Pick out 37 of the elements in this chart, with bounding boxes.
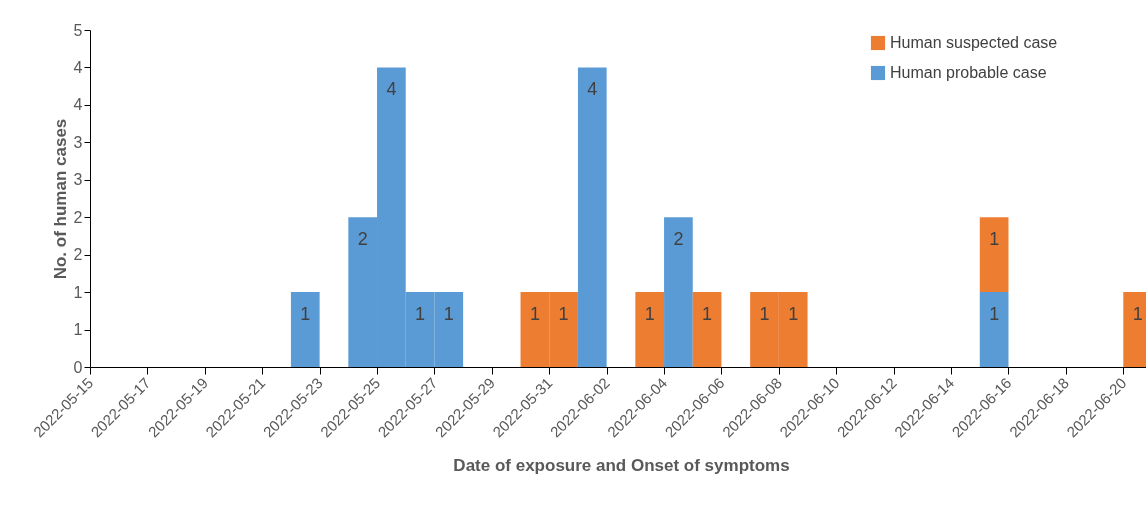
data-label: 1 (443, 304, 454, 325)
legend-label: Human suspected case (890, 34, 1058, 51)
data-label: 1 (759, 304, 770, 325)
data-label: 1 (989, 304, 1000, 325)
bar (635, 292, 665, 367)
bar (979, 292, 1009, 367)
data-label: 1 (1132, 304, 1143, 325)
data-label: 1 (300, 304, 311, 325)
bar (979, 217, 1009, 293)
bar (290, 292, 320, 367)
bar (692, 292, 722, 367)
data-label: 4 (587, 79, 598, 100)
data-label: 1 (702, 304, 713, 325)
data-label: 1 (558, 304, 569, 325)
data-label: 1 (415, 304, 426, 325)
data-label: 4 (386, 79, 397, 100)
y-tick-label: 4 (73, 96, 83, 114)
data-label: 1 (644, 304, 655, 325)
y-tick-label: 4 (73, 58, 83, 76)
y-tick-label: 0 (73, 358, 83, 376)
y-tick-label: 3 (73, 171, 83, 189)
y-tick-label: 3 (73, 133, 83, 151)
data-label: 1 (989, 229, 1000, 250)
data-label: 1 (529, 304, 540, 325)
y-axis-title: No. of human cases (50, 118, 70, 280)
data-label: 2 (357, 229, 368, 250)
data-label: 1 (788, 304, 799, 325)
data-label: 2 (673, 229, 684, 250)
y-tick-label: 5 (73, 21, 83, 39)
y-tick-label: 2 (73, 208, 83, 226)
y-tick-label: 1 (73, 321, 83, 339)
legend-label: Human probable case (890, 64, 1047, 81)
x-axis-title: Date of exposure and Onset of symptoms (453, 456, 790, 476)
bar (577, 67, 607, 367)
bar (664, 217, 693, 367)
y-tick-label: 1 (73, 283, 83, 301)
y-tick-label: 2 (73, 246, 83, 264)
